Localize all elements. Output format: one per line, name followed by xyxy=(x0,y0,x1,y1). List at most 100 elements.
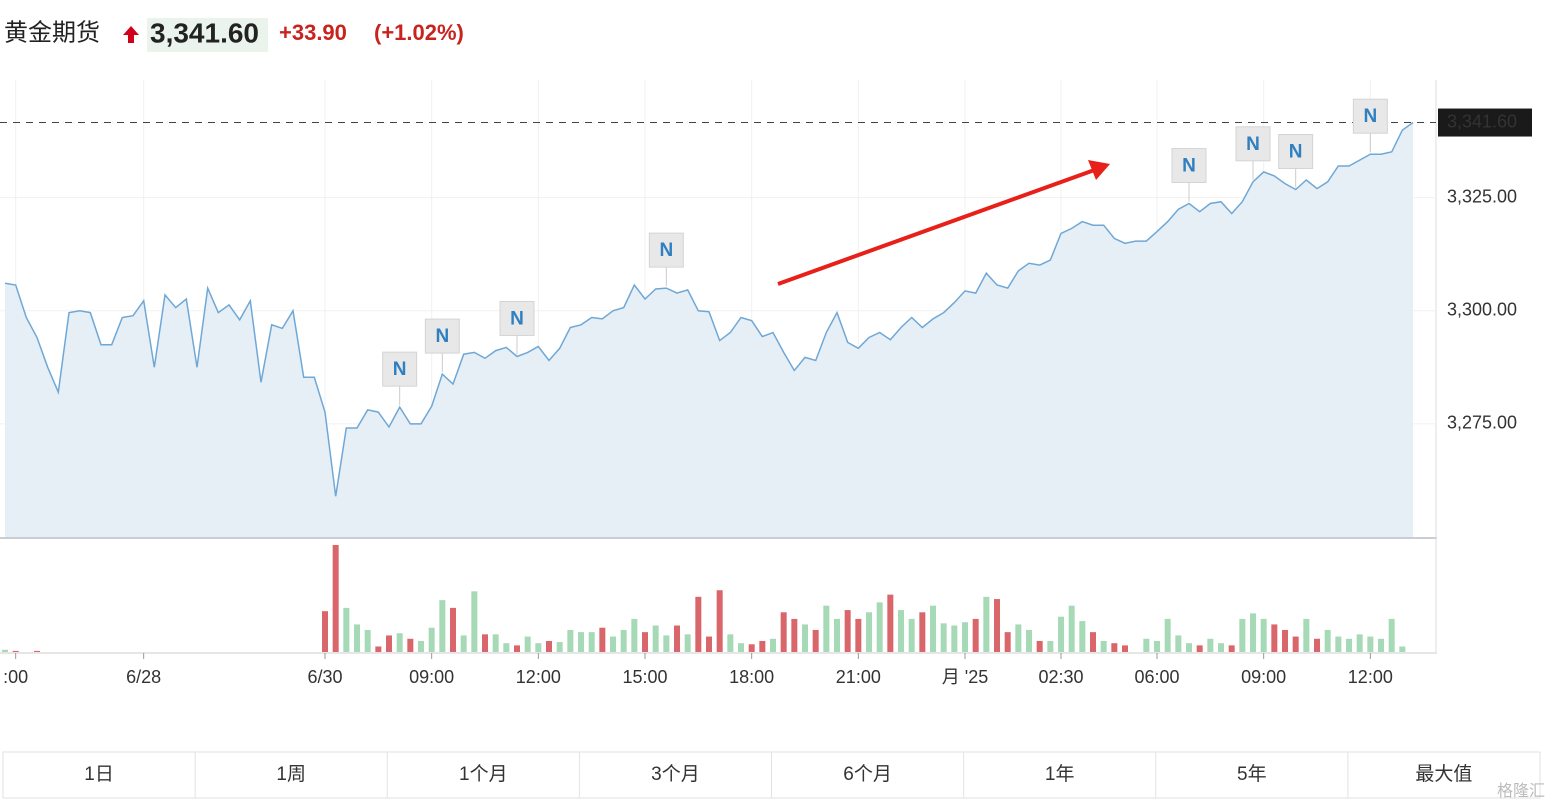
volume-bar xyxy=(482,634,488,652)
volume-bar xyxy=(332,545,339,652)
volume-bar xyxy=(631,618,638,652)
volume-bar xyxy=(556,642,563,652)
volume-bar xyxy=(983,596,990,652)
volume-bar xyxy=(524,636,531,652)
arrow-head xyxy=(1088,160,1110,180)
volume-bar xyxy=(460,635,467,652)
volume-bar xyxy=(1026,629,1032,652)
volume-bar xyxy=(706,636,712,652)
volume-bar xyxy=(1036,640,1043,652)
volume-bar xyxy=(748,644,755,652)
instrument-name: 黄金期货 xyxy=(4,19,100,46)
volume-bar xyxy=(1207,638,1214,652)
marker-label: N xyxy=(1289,142,1303,163)
annotation-arrow xyxy=(777,166,1101,286)
volume-bar xyxy=(855,618,862,652)
price-box xyxy=(147,18,268,52)
volume-bar xyxy=(1228,645,1235,652)
volume-bar xyxy=(34,650,40,652)
x-tick-label: 15:00 xyxy=(622,667,667,687)
range-button[interactable]: 6个月 xyxy=(771,752,892,798)
news-marker[interactable]: N xyxy=(1352,98,1388,153)
range-button-label[interactable]: 5年 xyxy=(1237,763,1267,785)
marker-box xyxy=(499,300,535,336)
volume-bar xyxy=(535,643,542,652)
news-marker[interactable]: N xyxy=(1171,148,1207,202)
marker-label: N xyxy=(659,240,673,261)
news-marker[interactable]: N xyxy=(424,318,460,373)
range-button-label[interactable]: 6个月 xyxy=(843,763,892,785)
x-tick-label: 09:00 xyxy=(1241,667,1286,687)
volume-bar xyxy=(322,611,328,652)
range-button[interactable]: 最大值 xyxy=(1347,752,1473,798)
volume-bar xyxy=(1186,643,1192,652)
volume-bar xyxy=(674,625,680,652)
volume-bar xyxy=(1367,636,1374,652)
volume-bar xyxy=(695,596,702,652)
news-marker[interactable]: N xyxy=(1235,126,1271,180)
marker-label: N xyxy=(510,308,524,329)
volume-bar xyxy=(940,623,947,652)
x-tick-label: 12:00 xyxy=(516,667,561,687)
volume-bar xyxy=(1218,643,1224,652)
marker-box xyxy=(1352,98,1388,134)
volume-bar xyxy=(759,640,766,652)
x-tick-label: 18:00 xyxy=(729,667,774,687)
volume-bar xyxy=(492,634,499,652)
range-button[interactable]: 5年 xyxy=(1155,752,1267,798)
volume-bar xyxy=(1015,624,1022,652)
price-line xyxy=(4,121,1414,497)
volume-bar xyxy=(951,625,958,652)
volume-bar xyxy=(1399,646,1406,652)
range-button[interactable]: 1个月 xyxy=(386,752,508,798)
volume-bar xyxy=(1079,621,1086,652)
volume-bar xyxy=(407,638,414,652)
range-button-label[interactable]: 1个月 xyxy=(459,763,508,785)
volume-bar xyxy=(567,629,574,652)
range-button-label[interactable]: 1日 xyxy=(84,764,114,785)
volume-bar xyxy=(919,612,926,652)
range-button-label[interactable]: 3个月 xyxy=(651,763,700,785)
volume-bar xyxy=(1303,618,1310,652)
volume-bar xyxy=(450,607,456,652)
volume-bar xyxy=(908,618,915,652)
news-marker[interactable]: N xyxy=(1278,133,1314,188)
x-tick-label: 02:30 xyxy=(1038,667,1083,687)
volume-bar xyxy=(1164,618,1171,652)
volume-bar xyxy=(1282,629,1288,652)
x-tick-label: 6/30 xyxy=(307,667,342,687)
y-tick-label: 3,275.00 xyxy=(1447,413,1517,433)
x-tick-label: 21:00 xyxy=(836,667,881,687)
range-button[interactable]: 1日 xyxy=(84,764,114,785)
volume-bar xyxy=(418,640,424,652)
volume-bar xyxy=(354,624,360,652)
volume-bar xyxy=(738,643,744,652)
volume-bar xyxy=(652,625,659,652)
range-button[interactable]: 1周 xyxy=(194,752,306,798)
range-button-label[interactable]: 1周 xyxy=(276,764,306,785)
volume-bar xyxy=(642,632,648,652)
x-tick-label: 12:00 xyxy=(1348,667,1393,687)
range-button-label[interactable]: 最大值 xyxy=(1415,763,1472,785)
range-button[interactable]: 3个月 xyxy=(578,752,700,798)
volume-bar xyxy=(2,649,8,652)
range-button[interactable]: 1年 xyxy=(963,752,1075,798)
volume-bar xyxy=(780,612,787,652)
news-marker[interactable]: N xyxy=(382,351,418,406)
volume-bar xyxy=(727,634,734,652)
volume-bar xyxy=(844,610,851,652)
volume-bar xyxy=(578,632,584,652)
volume-bar xyxy=(514,645,520,652)
volume-bar xyxy=(588,632,595,652)
volume-bar xyxy=(823,605,830,652)
y-tick-label: 3,325.00 xyxy=(1447,186,1517,206)
volume-bar xyxy=(1292,636,1299,652)
marker-box xyxy=(382,351,418,387)
change-pct: (+1.02%) xyxy=(374,20,464,45)
volume-bar xyxy=(1335,636,1342,652)
range-button-label[interactable]: 1年 xyxy=(1045,763,1075,785)
news-marker[interactable]: N xyxy=(499,300,535,355)
news-marker[interactable]: N xyxy=(648,232,684,287)
